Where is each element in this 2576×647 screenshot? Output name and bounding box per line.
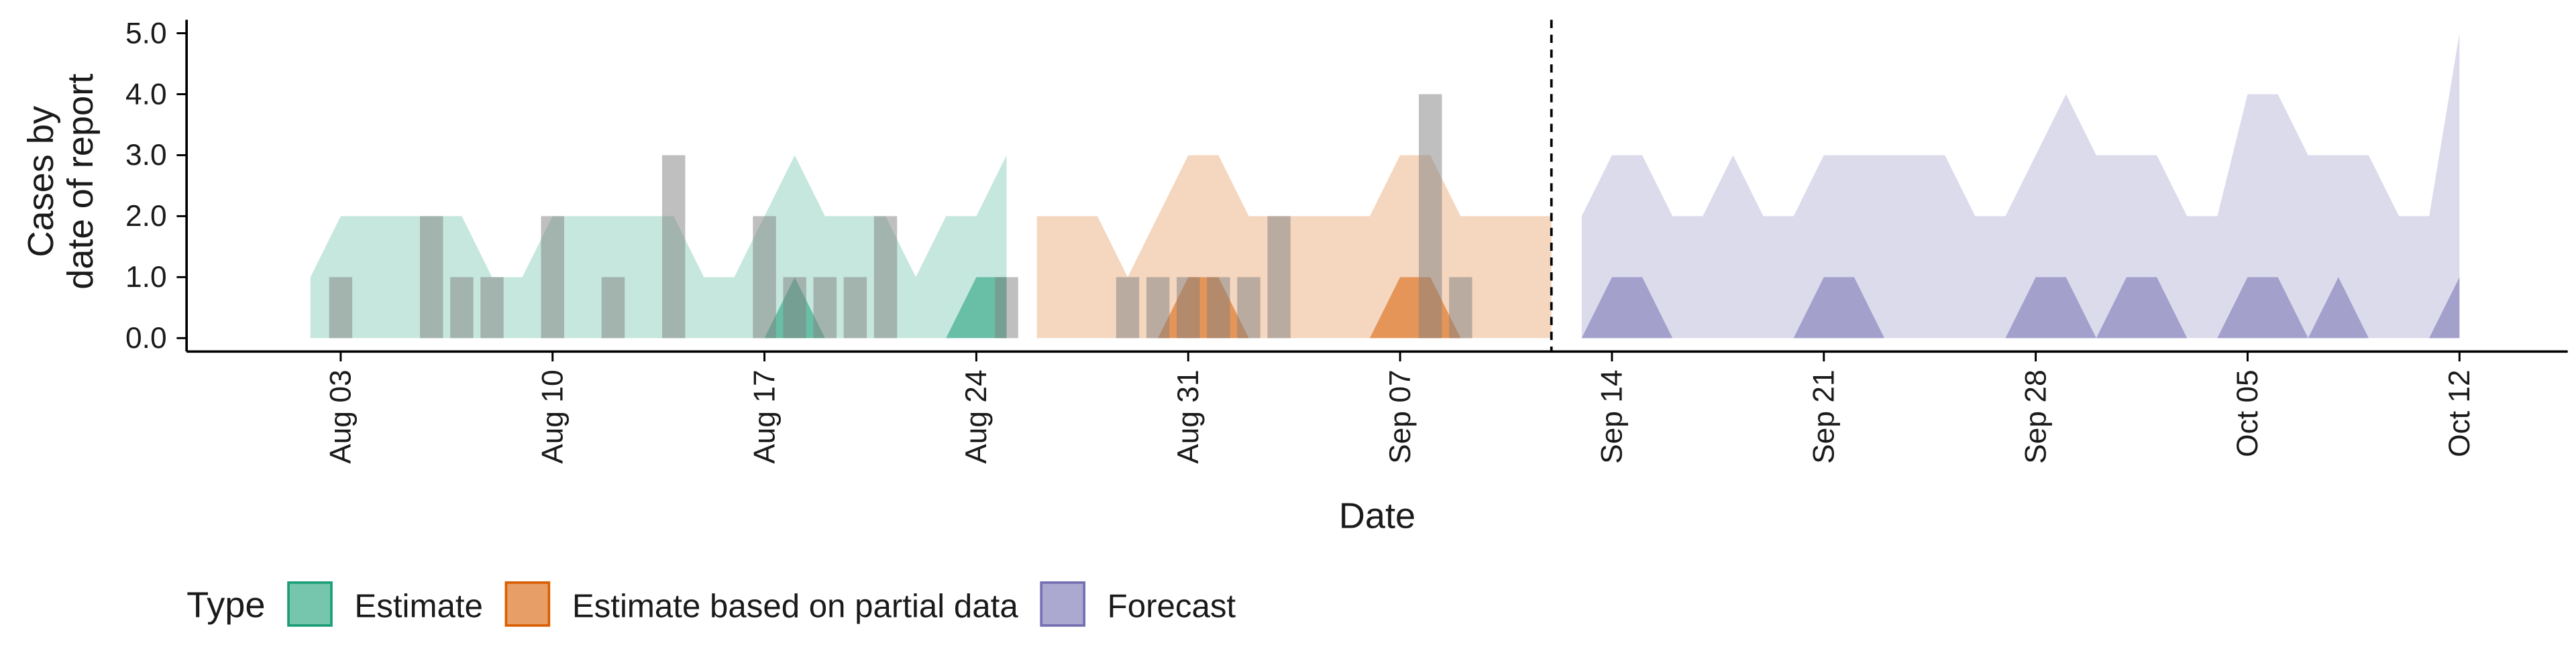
bar [1449, 277, 1472, 339]
bar [1237, 277, 1260, 339]
y-tick-label: 3.0 [125, 139, 167, 172]
bar [1418, 94, 1442, 339]
bar [450, 277, 474, 339]
ribbon-outer [1036, 155, 1552, 339]
plot-area [310, 33, 2460, 339]
x-tick-label: Aug 24 [960, 369, 993, 463]
bar [1177, 277, 1200, 339]
x-tick-label: Sep 28 [2019, 369, 2052, 463]
x-tick-label: Aug 03 [325, 369, 358, 463]
x-tick-label: Sep 07 [1384, 369, 1417, 463]
bar [1116, 277, 1140, 339]
bar [601, 277, 625, 339]
legend-title: Type [186, 585, 265, 626]
x-tick-label: Aug 17 [748, 369, 781, 463]
bar [753, 216, 776, 339]
bar [873, 216, 898, 339]
legend-label: Estimate [354, 588, 482, 625]
bar [661, 155, 686, 339]
x-tick-label: Sep 14 [1596, 369, 1629, 463]
y-tick-label: 1.0 [125, 261, 167, 294]
bar [783, 277, 806, 339]
bar [1146, 277, 1170, 339]
legend-label: Estimate based on partial data [572, 588, 1018, 625]
bar [995, 277, 1018, 339]
bar [480, 277, 504, 339]
y-tick-label: 0.0 [125, 322, 167, 355]
bar [843, 277, 867, 339]
x-tick-label: Aug 31 [1172, 369, 1205, 463]
bar [541, 216, 564, 339]
y-axis-title: Cases by [21, 106, 61, 257]
bar [813, 277, 837, 339]
y-tick-label: 4.0 [125, 78, 167, 111]
x-tick-label: Oct 12 [2443, 369, 2476, 457]
ribbon-outer [310, 155, 1007, 339]
bar [1267, 216, 1291, 339]
x-tick-label: Sep 21 [1808, 369, 1841, 463]
x-tick-label: Aug 10 [536, 369, 569, 463]
y-tick-label: 5.0 [125, 17, 167, 50]
bar [329, 277, 353, 339]
legend-label: Forecast [1108, 588, 1236, 625]
legend-swatch [287, 581, 333, 627]
legend-swatch [1040, 581, 1086, 627]
bar [1207, 277, 1230, 339]
legend-swatch [504, 581, 551, 627]
ribbon-inner [1581, 277, 2460, 339]
y-axis-title: date of report [60, 74, 101, 290]
ribbon-outer [1581, 33, 2460, 339]
x-axis-title: Date [1339, 496, 1415, 536]
x-tick-label: Oct 05 [2231, 369, 2264, 457]
bar [420, 216, 443, 339]
y-tick-label: 2.0 [125, 200, 167, 233]
